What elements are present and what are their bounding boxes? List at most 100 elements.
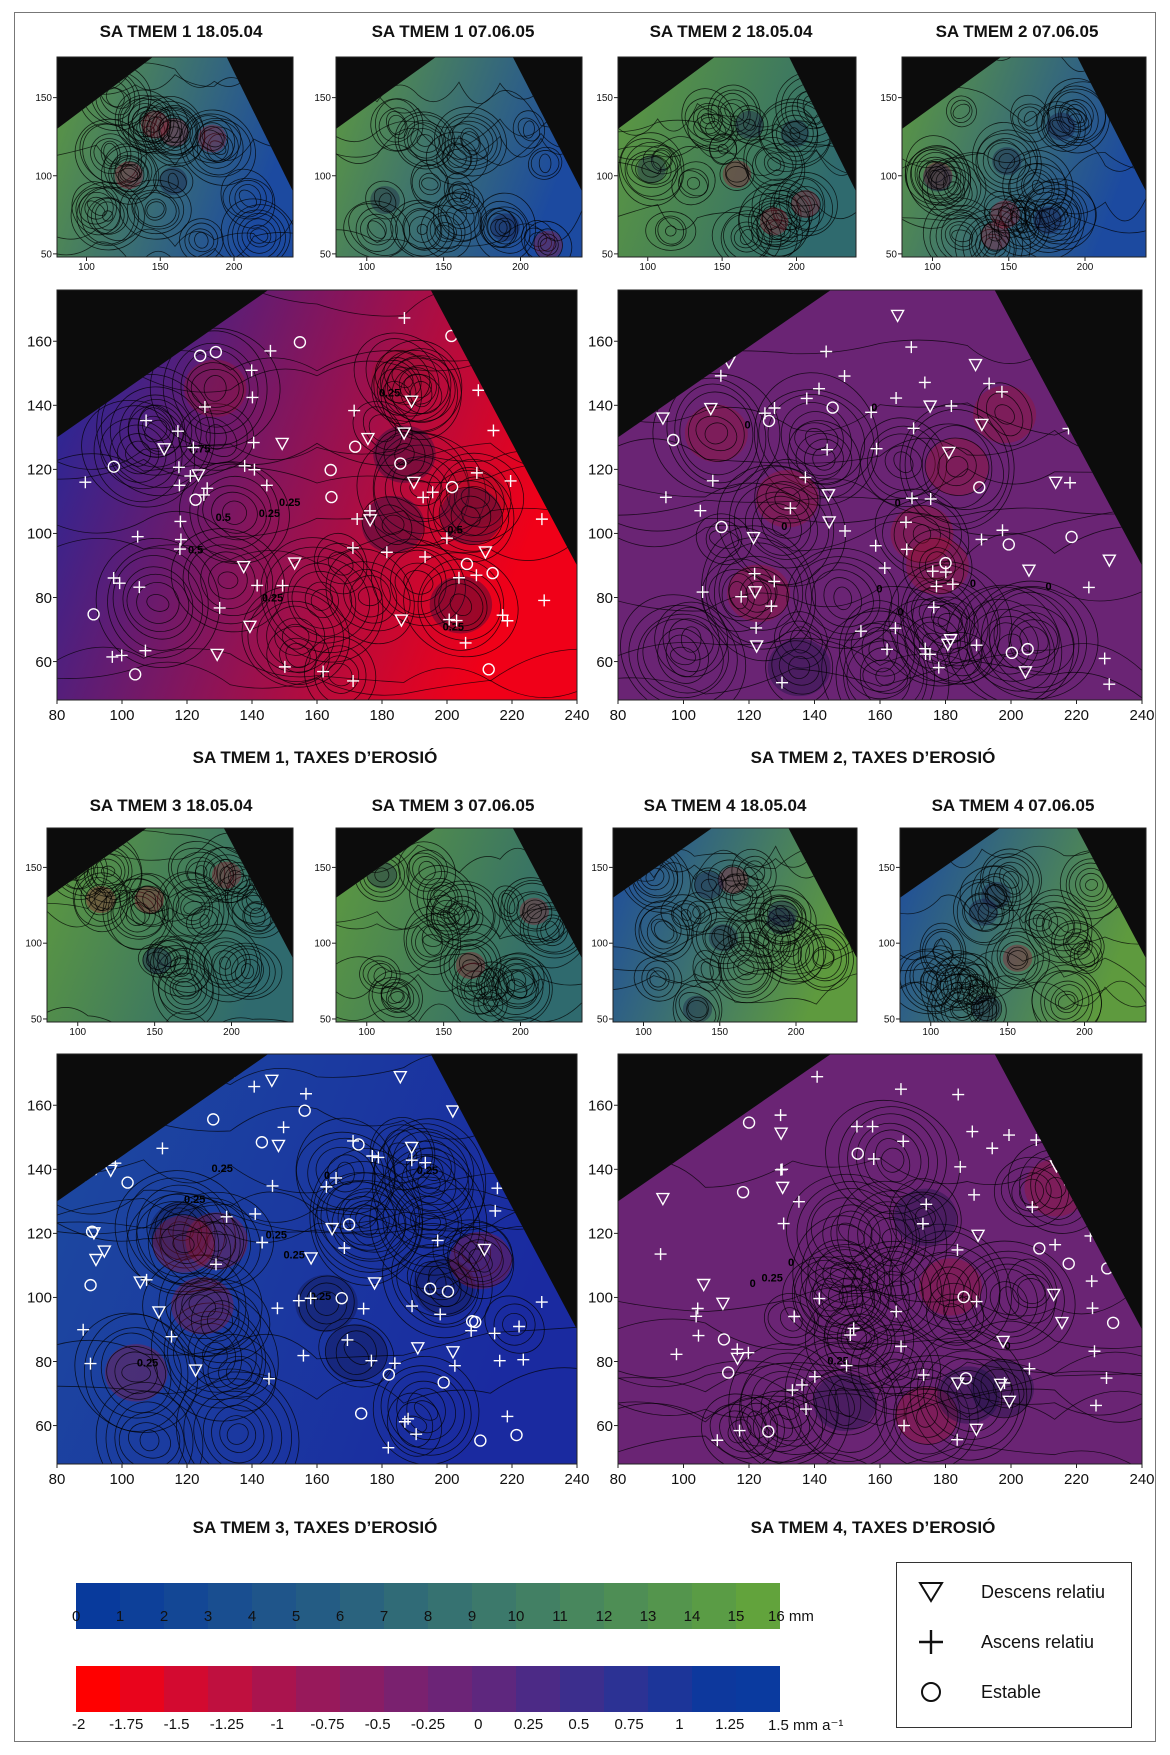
circle-marker (1005, 646, 1019, 660)
x-tick-label: 180 (369, 707, 394, 724)
colorbar-tick-label: 10 (507, 1608, 525, 1625)
maps-layer: 100 150 200 50 100 150 100 150 200 50 100 150 100 150… (25, 56, 1155, 1488)
map-frame (46, 827, 294, 1023)
plus-marker (266, 1179, 279, 1192)
plus-marker (220, 1210, 233, 1223)
x-tick-label: 100 (358, 1027, 375, 1038)
triangle-marker (362, 514, 378, 528)
x-tick-label: 100 (69, 1027, 86, 1038)
y-tick-label: 150 (35, 93, 52, 104)
circle-marker (298, 1104, 311, 1117)
plus-marker (113, 577, 126, 590)
colorbar-swatch (296, 1666, 340, 1712)
map-frame (901, 56, 1147, 258)
panel-title: SA TMEM 2 07.06.05 (935, 22, 1099, 41)
colorbar-swatch (692, 1583, 736, 1629)
x-tick-label: 100 (639, 262, 656, 273)
colorbar-swatch (736, 1666, 780, 1712)
colorbar-tick-label: 2 (159, 1608, 169, 1625)
colorbar-swatch (472, 1583, 516, 1629)
plus-marker (733, 1424, 746, 1437)
triangle-marker (445, 1346, 461, 1360)
plus-marker (1003, 1129, 1016, 1142)
contour-label: 0 (1004, 1340, 1010, 1352)
plus-marker (347, 674, 360, 687)
plus-marker (890, 392, 903, 405)
plus-marker (443, 613, 456, 626)
contour-label: 0 (781, 521, 787, 533)
colorbar-swatch (384, 1666, 428, 1712)
x-tick-label: 150 (1000, 262, 1017, 273)
plus-marker (351, 512, 364, 525)
colorbar-tick-label: -2 (72, 1716, 86, 1733)
colorbar-swatch (384, 1583, 428, 1629)
depth-colorbar-labels: 0 1 2 3 4 5 6 7 8 9 10 11 12 13 14 15 16 mm (72, 1608, 814, 1630)
colorbar-swatch (76, 1583, 120, 1629)
plus-marker (535, 1296, 548, 1309)
plus-marker (140, 414, 153, 427)
colorbar-tick-label: 7 (379, 1608, 389, 1625)
plus-marker (811, 1070, 824, 1083)
circle-marker (957, 1290, 970, 1304)
y-tick-label: 160 (588, 1098, 613, 1115)
circle-marker (826, 401, 839, 414)
y-tick-label: 150 (878, 863, 895, 874)
triangle-marker (822, 516, 837, 530)
triangle-marker (773, 1127, 789, 1141)
contour-label: 0 (750, 1278, 756, 1290)
colorbar-swatch (340, 1666, 384, 1712)
y-tick-label: 50 (31, 1014, 43, 1025)
triangle-marker (303, 1252, 319, 1266)
x-tick-label: 100 (109, 1471, 134, 1488)
plus-marker (951, 1243, 964, 1256)
triangle-marker (940, 638, 956, 652)
plus-marker (238, 459, 251, 472)
map-frame (612, 827, 858, 1023)
triangle-marker (703, 402, 718, 417)
plus-marker (784, 502, 797, 515)
colorbar-swatch (736, 1583, 780, 1629)
triangle-marker (890, 309, 905, 323)
x-tick-label: 100 (78, 262, 95, 273)
plus-marker (951, 1433, 964, 1446)
plus-marker (1100, 1372, 1113, 1385)
plus-marker (84, 1357, 97, 1370)
plus-marker (388, 1357, 401, 1370)
legend-item-ascens: Ascens relatiu (897, 1625, 1133, 1659)
plus-marker (813, 1292, 826, 1305)
y-tick-label: 150 (596, 93, 613, 104)
contour-lines: 0.25 0.25 0.25 0.25 0.25 0.25 0.25 0 (57, 1054, 577, 1464)
x-tick-label: 200 (788, 262, 805, 273)
colorbar-tick-label: 1 (115, 1608, 125, 1625)
plus-marker (765, 600, 778, 613)
circle-marker (121, 1176, 134, 1189)
contour-lines: 0 0 0 0 0 0 0 0 (618, 339, 1142, 700)
plus-marker (213, 601, 226, 614)
y-tick-label: 60 (596, 1418, 613, 1435)
colorbar-tick-label: -0.25 (410, 1716, 446, 1733)
plus-marker (201, 482, 214, 495)
circle-icon (921, 1682, 941, 1702)
plus-marker (838, 370, 851, 383)
plus-marker (277, 1121, 290, 1134)
plus-marker (440, 532, 453, 545)
plus-marker (398, 311, 411, 324)
plus-marker (939, 566, 952, 579)
x-tick-label: 100 (635, 1027, 652, 1038)
triangle-marker (993, 1378, 1008, 1392)
x-tick-label: 100 (924, 262, 941, 273)
y-tick-label: 150 (314, 863, 331, 874)
y-tick-label: 120 (27, 1226, 52, 1243)
legend-label: Descens relatiu (981, 1582, 1106, 1602)
circle-marker (742, 1116, 756, 1129)
triangle-marker (133, 1276, 148, 1290)
x-tick-label: 180 (933, 1471, 958, 1488)
plus-marker (768, 575, 781, 588)
colorbar-swatch (252, 1666, 296, 1712)
y-tick-label: 120 (588, 1226, 613, 1243)
plus-marker (970, 639, 983, 652)
depth-colorbar (76, 1583, 780, 1629)
triangle-marker (86, 1227, 102, 1241)
colorbar-swatch (428, 1666, 472, 1712)
plus-marker (878, 562, 891, 575)
